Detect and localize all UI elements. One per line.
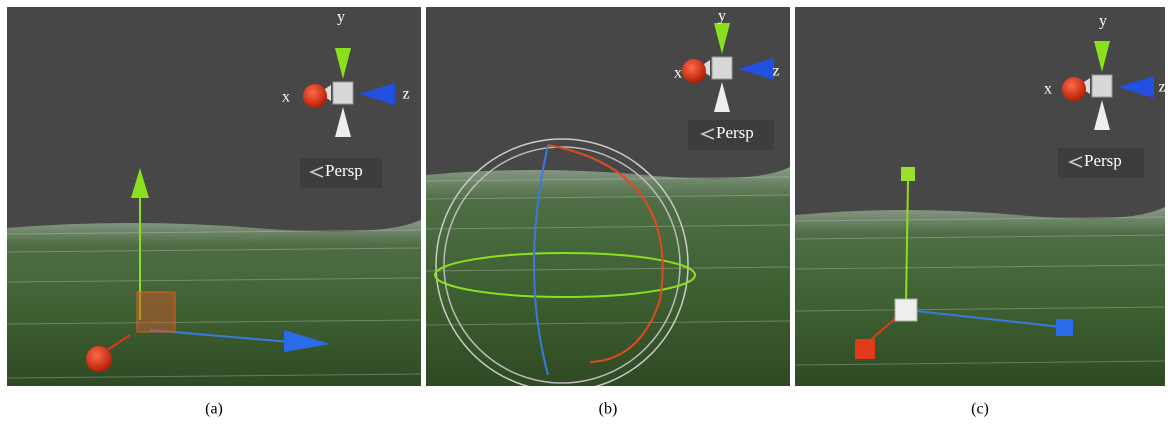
center-cube [1092,75,1112,97]
caption: (a) [205,401,223,418]
scale-x-cube [855,339,875,359]
scale-center [895,299,917,321]
viewport: y x z Persp [795,7,1166,386]
center-cube [712,57,732,79]
move-plane [137,292,175,332]
center-cube [333,82,353,104]
axis-label-x: x [1044,81,1052,98]
axis-label-y: y [337,9,345,26]
scale-y-cube [901,167,915,181]
mountains [795,207,1165,386]
viewport: y x z Persp [7,7,421,386]
persp-label: Persp [1084,151,1122,170]
x-ball [682,59,706,83]
caption: (b) [599,401,618,418]
mountains [7,220,421,386]
x-ball [303,84,327,108]
scale-z-cube [1056,319,1073,336]
axis-label-y: y [1099,13,1107,30]
move-x-head [86,346,112,372]
axis-label-x: x [674,65,682,82]
persp-label: Persp [325,161,363,180]
axis-label-z: z [1158,79,1165,96]
figure: y x z Persp (a) y x z Persp (b) y x z Persp (c) [0,0,1172,425]
caption: (c) [971,401,989,418]
axis-label-z: z [402,86,409,103]
axis-label-x: x [282,89,290,106]
axis-label-y: y [718,8,726,25]
persp-label: Persp [716,123,754,142]
x-ball [1062,77,1086,101]
viewport: y x z Persp [426,7,790,391]
mountains [426,167,790,386]
axis-label-z: z [772,63,779,80]
